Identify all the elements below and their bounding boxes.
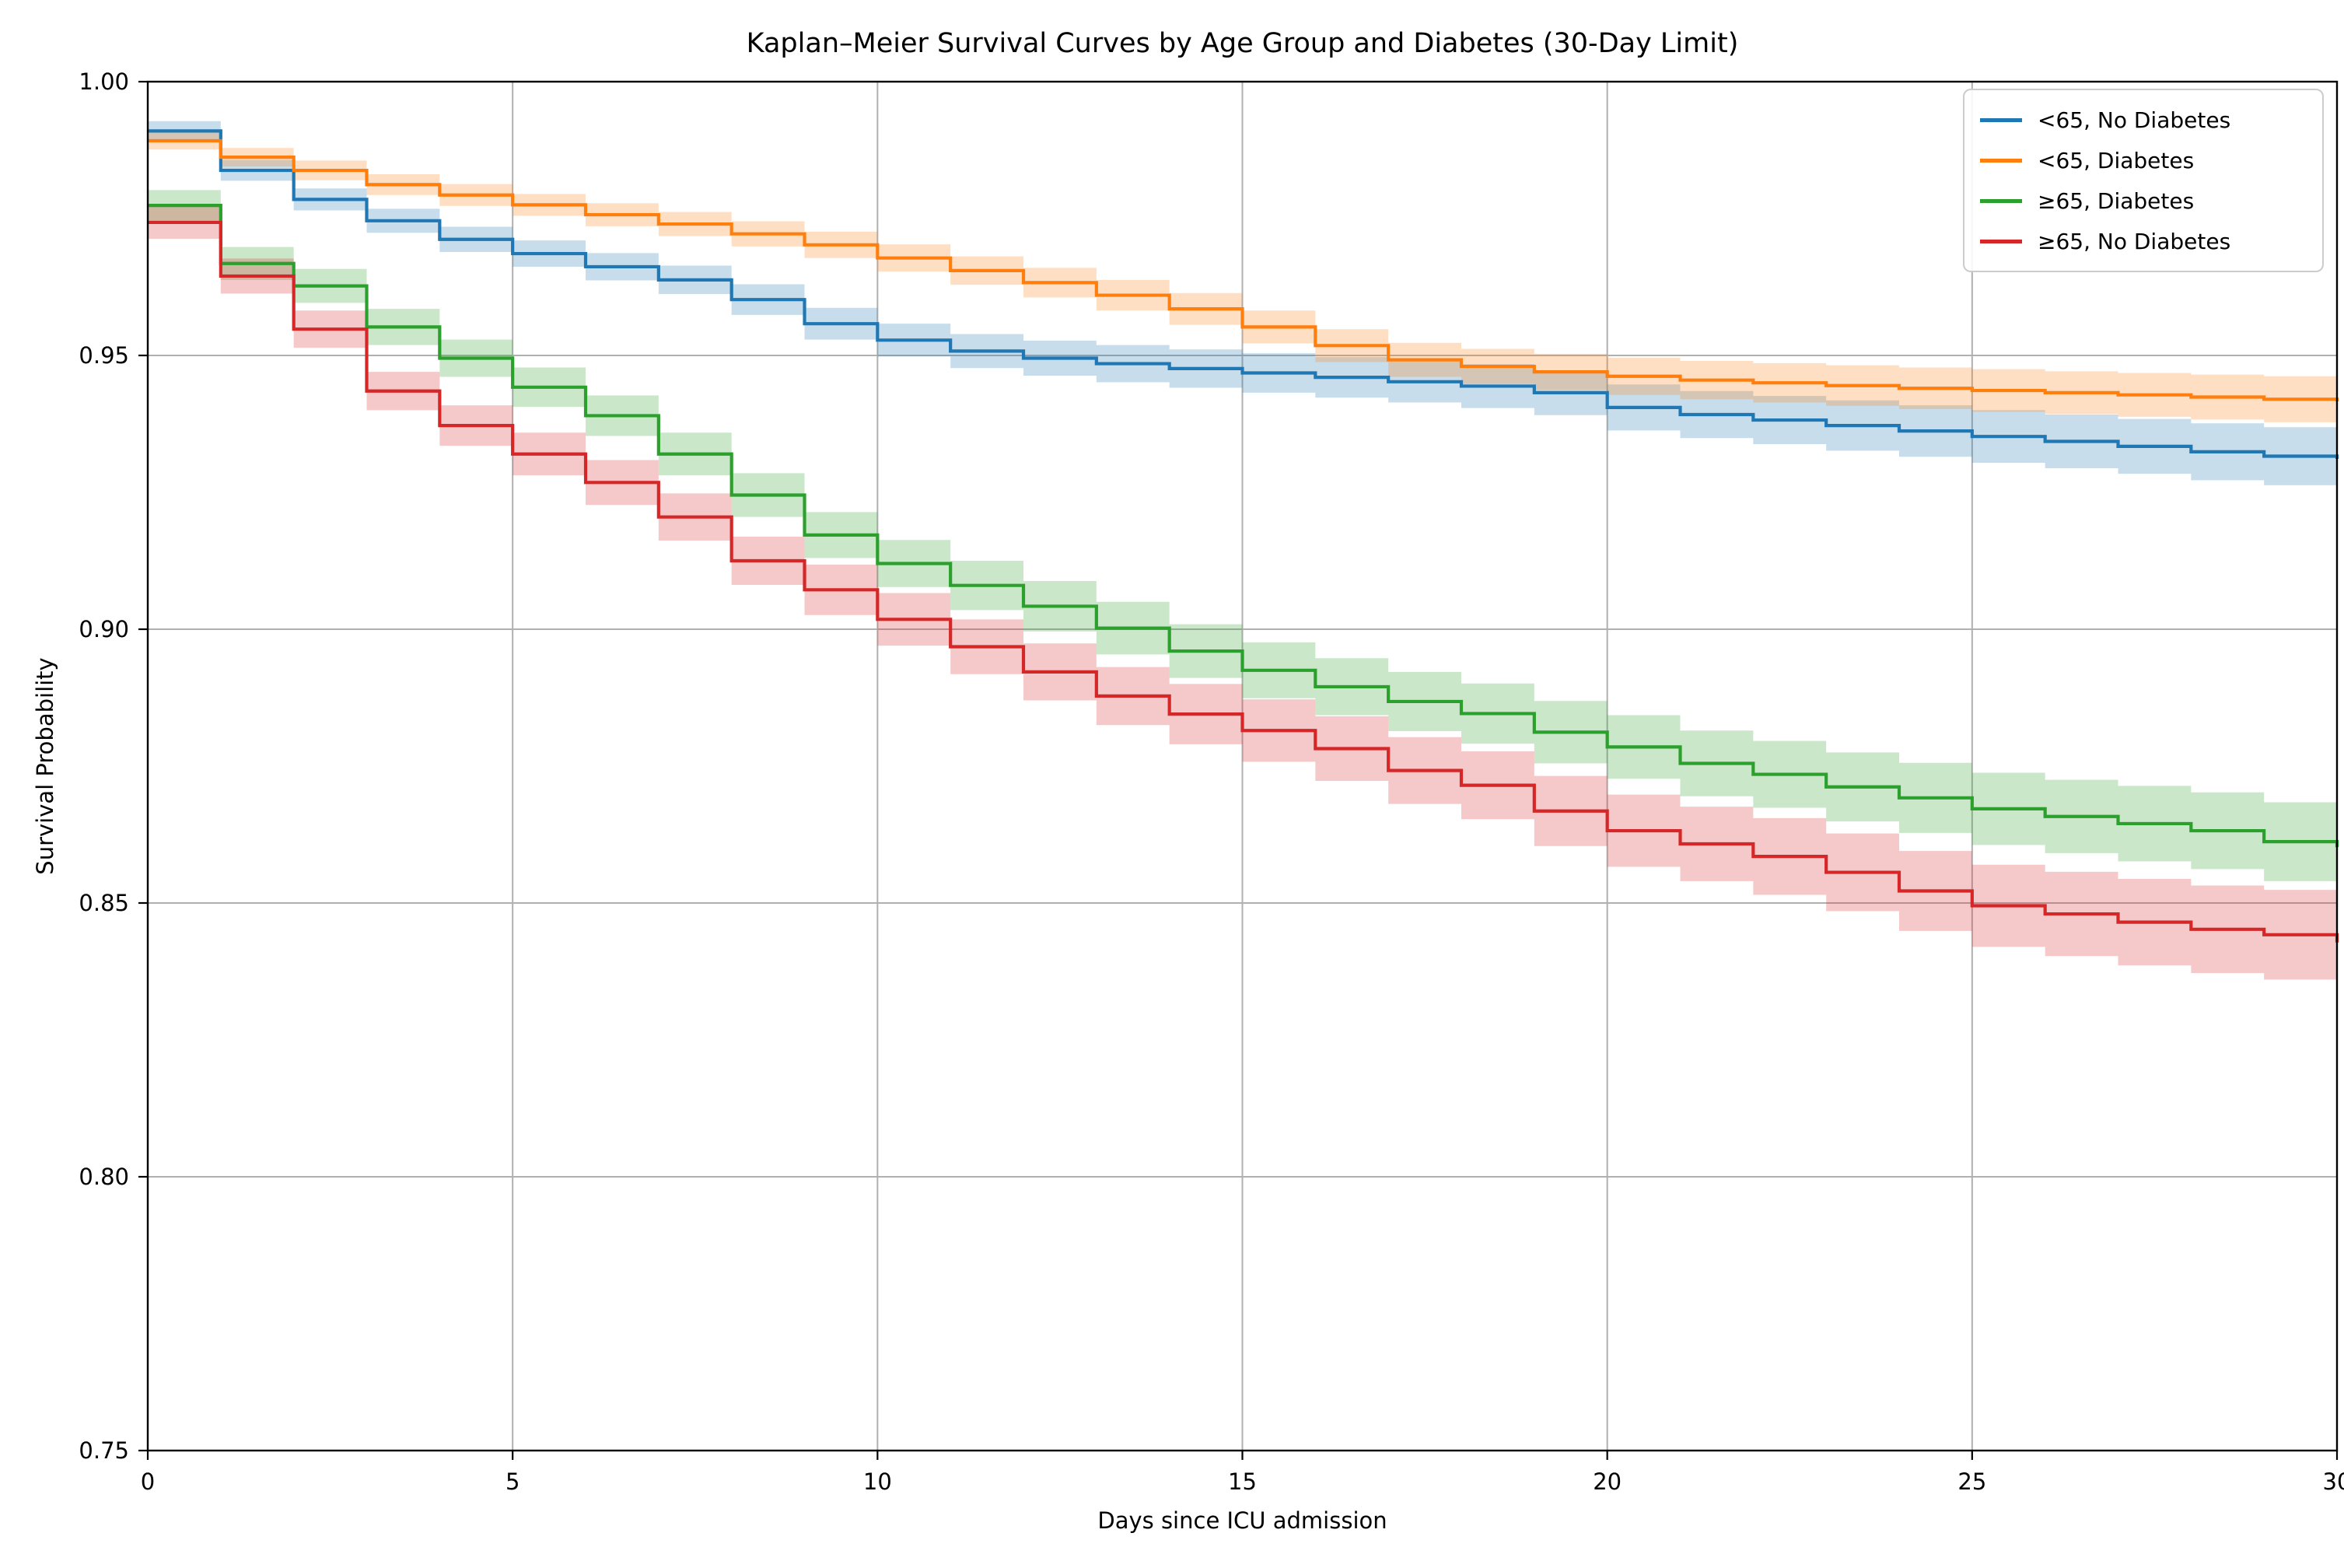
legend-label-lt65-no-diabetes: <65, No Diabetes (2038, 107, 2231, 133)
legend-label-ge65-no-diabetes: ≥65, No Diabetes (2038, 228, 2231, 254)
legend-entry: ≥65, No Diabetes (1980, 221, 2307, 261)
y-tick-label: 0.80 (79, 1164, 129, 1190)
ci-band-lt65-no-diabetes (148, 121, 2337, 489)
y-axis-label: Survival Probability (32, 657, 58, 875)
y-tick-label: 0.90 (79, 616, 129, 642)
y-tick-label: 1.00 (79, 68, 129, 95)
legend-label-ge65-diabetes: ≥65, Diabetes (2038, 187, 2195, 214)
curve-line-lt65-no-diabetes (148, 129, 2339, 460)
curve-line-ge65-diabetes (148, 204, 2339, 848)
x-tick-label: 20 (1593, 1468, 1622, 1495)
legend-swatch-ge65-no-diabetes (1980, 239, 2022, 243)
y-tick-label: 0.75 (79, 1437, 129, 1464)
x-tick-label: 15 (1228, 1468, 1257, 1495)
legend-entry: ≥65, Diabetes (1980, 180, 2307, 221)
y-tick-label: 0.85 (79, 890, 129, 916)
legend-entry: <65, No Diabetes (1980, 100, 2307, 140)
x-tick-label: 5 (506, 1468, 520, 1495)
legend-label-lt65-diabetes: <65, Diabetes (2038, 147, 2195, 173)
chart-title: Kaplan–Meier Survival Curves by Age Grou… (746, 28, 1739, 59)
x-tick-label: 30 (2323, 1468, 2344, 1495)
curve-line-lt65-diabetes (148, 138, 2339, 402)
x-tick-label: 25 (1957, 1468, 1986, 1495)
x-tick-label: 10 (863, 1468, 892, 1495)
legend-entry: <65, Diabetes (1980, 140, 2307, 180)
ci-band-ge65-no-diabetes (148, 205, 2337, 989)
x-axis-label: Days since ICU admission (1097, 1507, 1387, 1534)
legend: <65, No Diabetes <65, Diabetes ≥65, Diab… (1963, 89, 2324, 272)
legend-swatch-ge65-diabetes (1980, 198, 2022, 203)
legend-swatch-lt65-diabetes (1980, 158, 2022, 163)
grid (148, 82, 2337, 1451)
x-tick-label: 0 (141, 1468, 155, 1495)
y-tick-label: 0.95 (79, 342, 129, 369)
curve-line-ge65-no-diabetes (148, 220, 2339, 943)
legend-swatch-lt65-no-diabetes (1980, 117, 2022, 122)
